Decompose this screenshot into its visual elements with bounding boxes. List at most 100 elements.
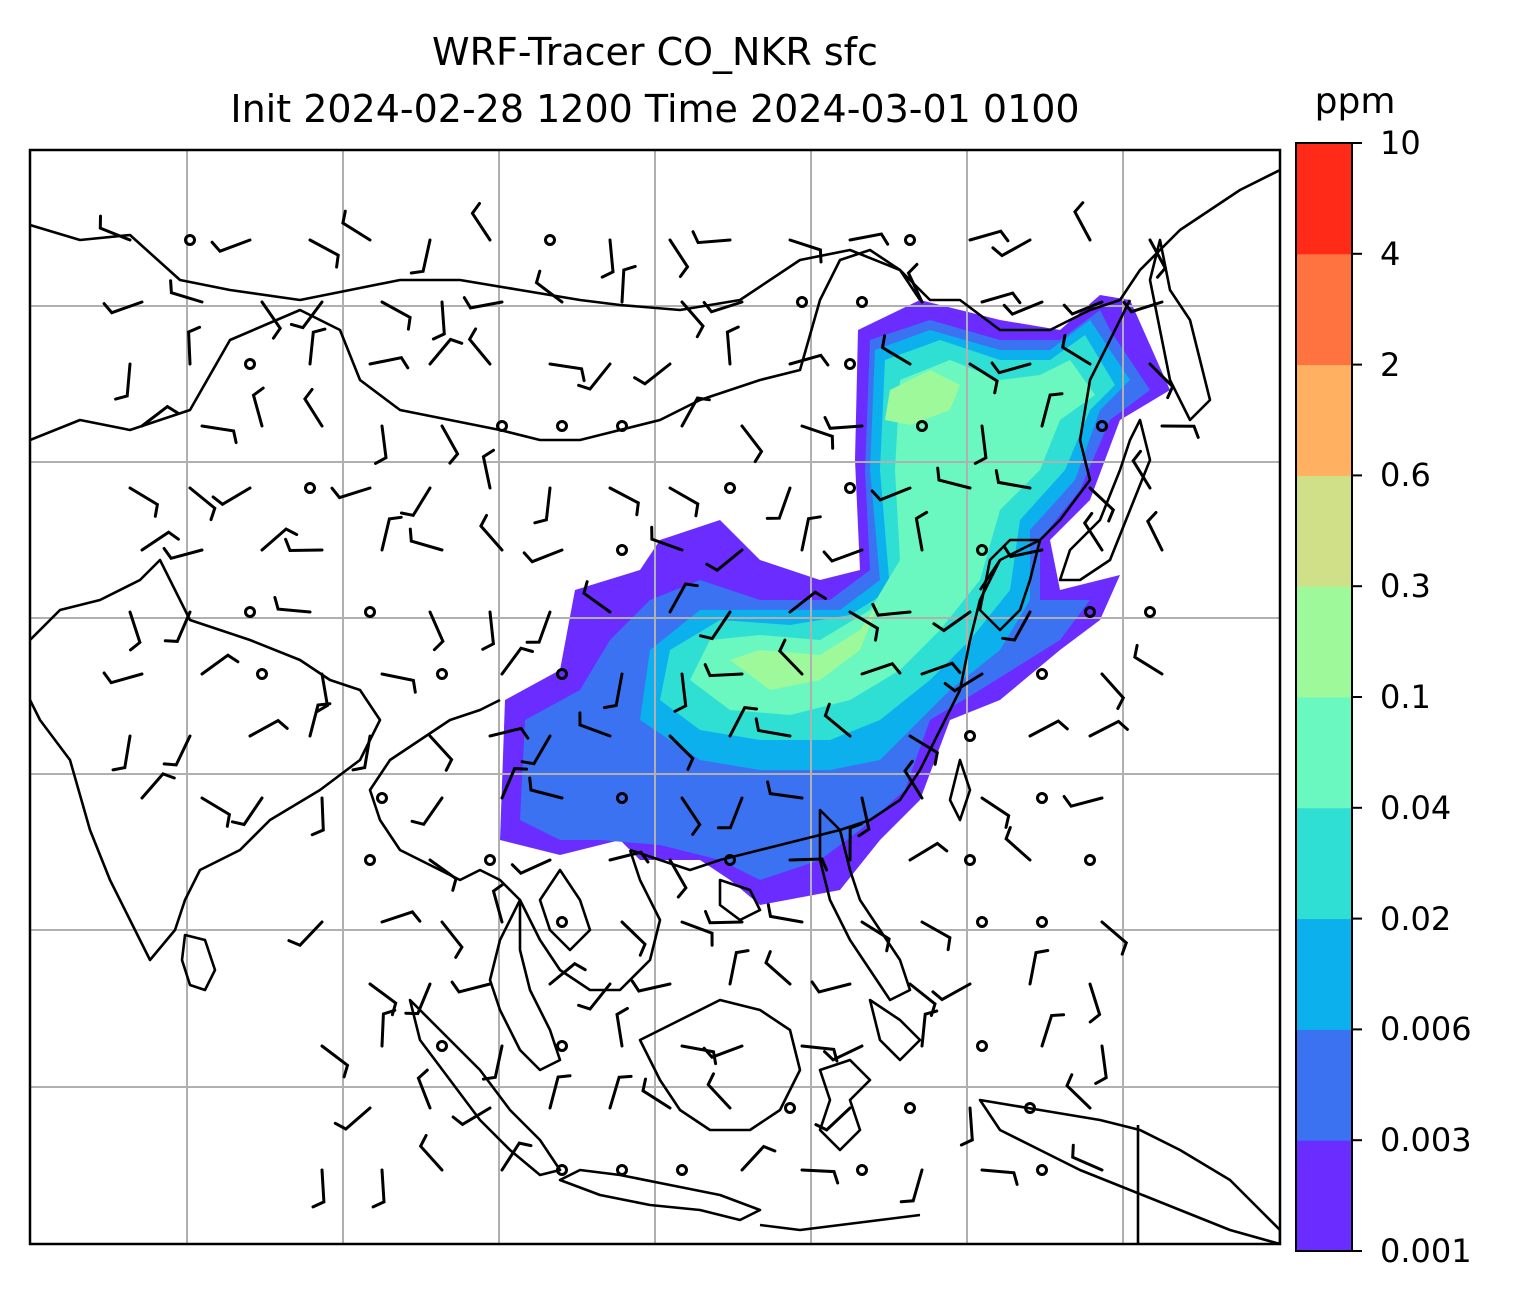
wind-barb: [823, 1044, 864, 1062]
wind-barb: [980, 1168, 1019, 1186]
wind-barb: [200, 653, 240, 676]
calm-wind-marker: [904, 1102, 916, 1114]
wind-barb: [968, 362, 999, 395]
wind-barb: [548, 1074, 572, 1110]
wind-barb: [248, 718, 289, 738]
wind-barb: [870, 486, 912, 502]
colorbar-tick-label: 0.02: [1380, 899, 1452, 938]
wind-barb: [920, 661, 962, 676]
calm-wind-marker: [964, 854, 976, 866]
wind-barb: [766, 780, 804, 800]
calm-wind-marker: [1024, 1102, 1036, 1114]
calm-wind-marker: [1144, 606, 1156, 618]
wind-barb: [1061, 334, 1092, 366]
wind-barb: [800, 424, 835, 450]
wind-barb: [968, 229, 1010, 243]
wind-barb: [98, 214, 132, 242]
wind-barb: [848, 610, 880, 642]
wind-barb: [990, 361, 1032, 375]
wind-barb: [528, 776, 564, 800]
calm-wind-marker: [496, 420, 508, 432]
wind-barb: [908, 982, 937, 1017]
wind-barb: [380, 1008, 397, 1048]
wind-barb: [754, 717, 792, 738]
wind-barb: [1082, 511, 1104, 552]
calm-wind-marker: [616, 1164, 628, 1176]
calm-wind-marker: [616, 544, 628, 556]
calm-wind-marker: [184, 234, 196, 246]
plume-level-6b: [885, 370, 960, 425]
wind-barb: [800, 1168, 840, 1185]
wind-barb: [428, 337, 464, 366]
wind-barb: [880, 334, 912, 366]
wind-barb: [691, 230, 732, 245]
colorbar-tick-label: 0.003: [1380, 1121, 1472, 1160]
calm-wind-marker: [916, 420, 928, 432]
wind-barb: [380, 672, 417, 694]
wind-barb: [287, 920, 324, 947]
wind-barb: [534, 269, 564, 304]
calm-wind-marker: [376, 792, 388, 804]
calm-wind-marker: [556, 668, 568, 680]
colorbar-tick-label: 0.6: [1380, 456, 1431, 495]
wind-barb: [333, 1106, 372, 1131]
calm-wind-marker: [904, 234, 916, 246]
wind-barb: [481, 448, 495, 490]
wind-barb: [315, 672, 330, 714]
calm-wind-marker: [964, 730, 976, 742]
wind-barb: [111, 734, 132, 772]
wind-barb: [899, 1168, 924, 1204]
calm-wind-marker: [724, 854, 736, 866]
calm-wind-marker: [244, 606, 256, 618]
wind-barb: [428, 610, 445, 652]
wind-barb: [169, 279, 204, 304]
colorbar-bin: [1296, 364, 1352, 476]
wind-barb: [491, 882, 505, 924]
wind-barb: [380, 515, 403, 552]
wind-barb: [1145, 511, 1164, 552]
colorbar-tick-label: 0.1: [1380, 678, 1431, 716]
wind-barb: [620, 264, 637, 304]
colorbar-tick-label: 2: [1380, 345, 1401, 384]
wind-barb: [680, 396, 711, 428]
wind-barb: [578, 711, 612, 738]
wind-barb: [704, 910, 744, 925]
wind-barb: [994, 469, 1032, 490]
wind-barb: [728, 705, 759, 738]
wind-barb: [1148, 238, 1168, 279]
wind-barb: [1160, 424, 1200, 439]
wind-barb: [920, 1009, 939, 1048]
wind-barb: [740, 1144, 777, 1172]
colorbar-bin: [1296, 586, 1352, 698]
wind-barb: [140, 530, 180, 552]
wind-barb: [548, 961, 587, 986]
wind-barb: [320, 1044, 350, 1079]
wind-barb: [857, 796, 871, 838]
colorbar-bin: [1296, 1140, 1352, 1252]
wind-barb: [740, 424, 764, 464]
wind-barb: [764, 950, 792, 986]
calm-wind-marker: [556, 1040, 568, 1052]
wind-barbs: [98, 201, 1200, 1209]
wind-barb: [1071, 1143, 1104, 1172]
calm-wind-marker: [976, 544, 988, 556]
wind-barb: [1065, 1073, 1092, 1110]
wind-barb: [778, 638, 804, 676]
calm-wind-marker: [1036, 1164, 1048, 1176]
wind-barb: [428, 734, 454, 772]
wind-barb: [408, 527, 444, 552]
wind-barb: [470, 202, 492, 242]
wind-barb: [936, 466, 972, 490]
calm-wind-marker: [484, 854, 496, 866]
wind-barb: [991, 238, 1032, 258]
wind-barb: [303, 387, 324, 428]
wind-barb: [341, 209, 372, 242]
wind-barb: [788, 353, 830, 367]
wind-barb: [920, 920, 952, 952]
wind-barb: [351, 734, 372, 772]
wind-barb: [1040, 1013, 1066, 1048]
wind-barb: [823, 416, 864, 430]
calm-wind-marker: [256, 668, 268, 680]
wind-barb: [860, 920, 891, 953]
